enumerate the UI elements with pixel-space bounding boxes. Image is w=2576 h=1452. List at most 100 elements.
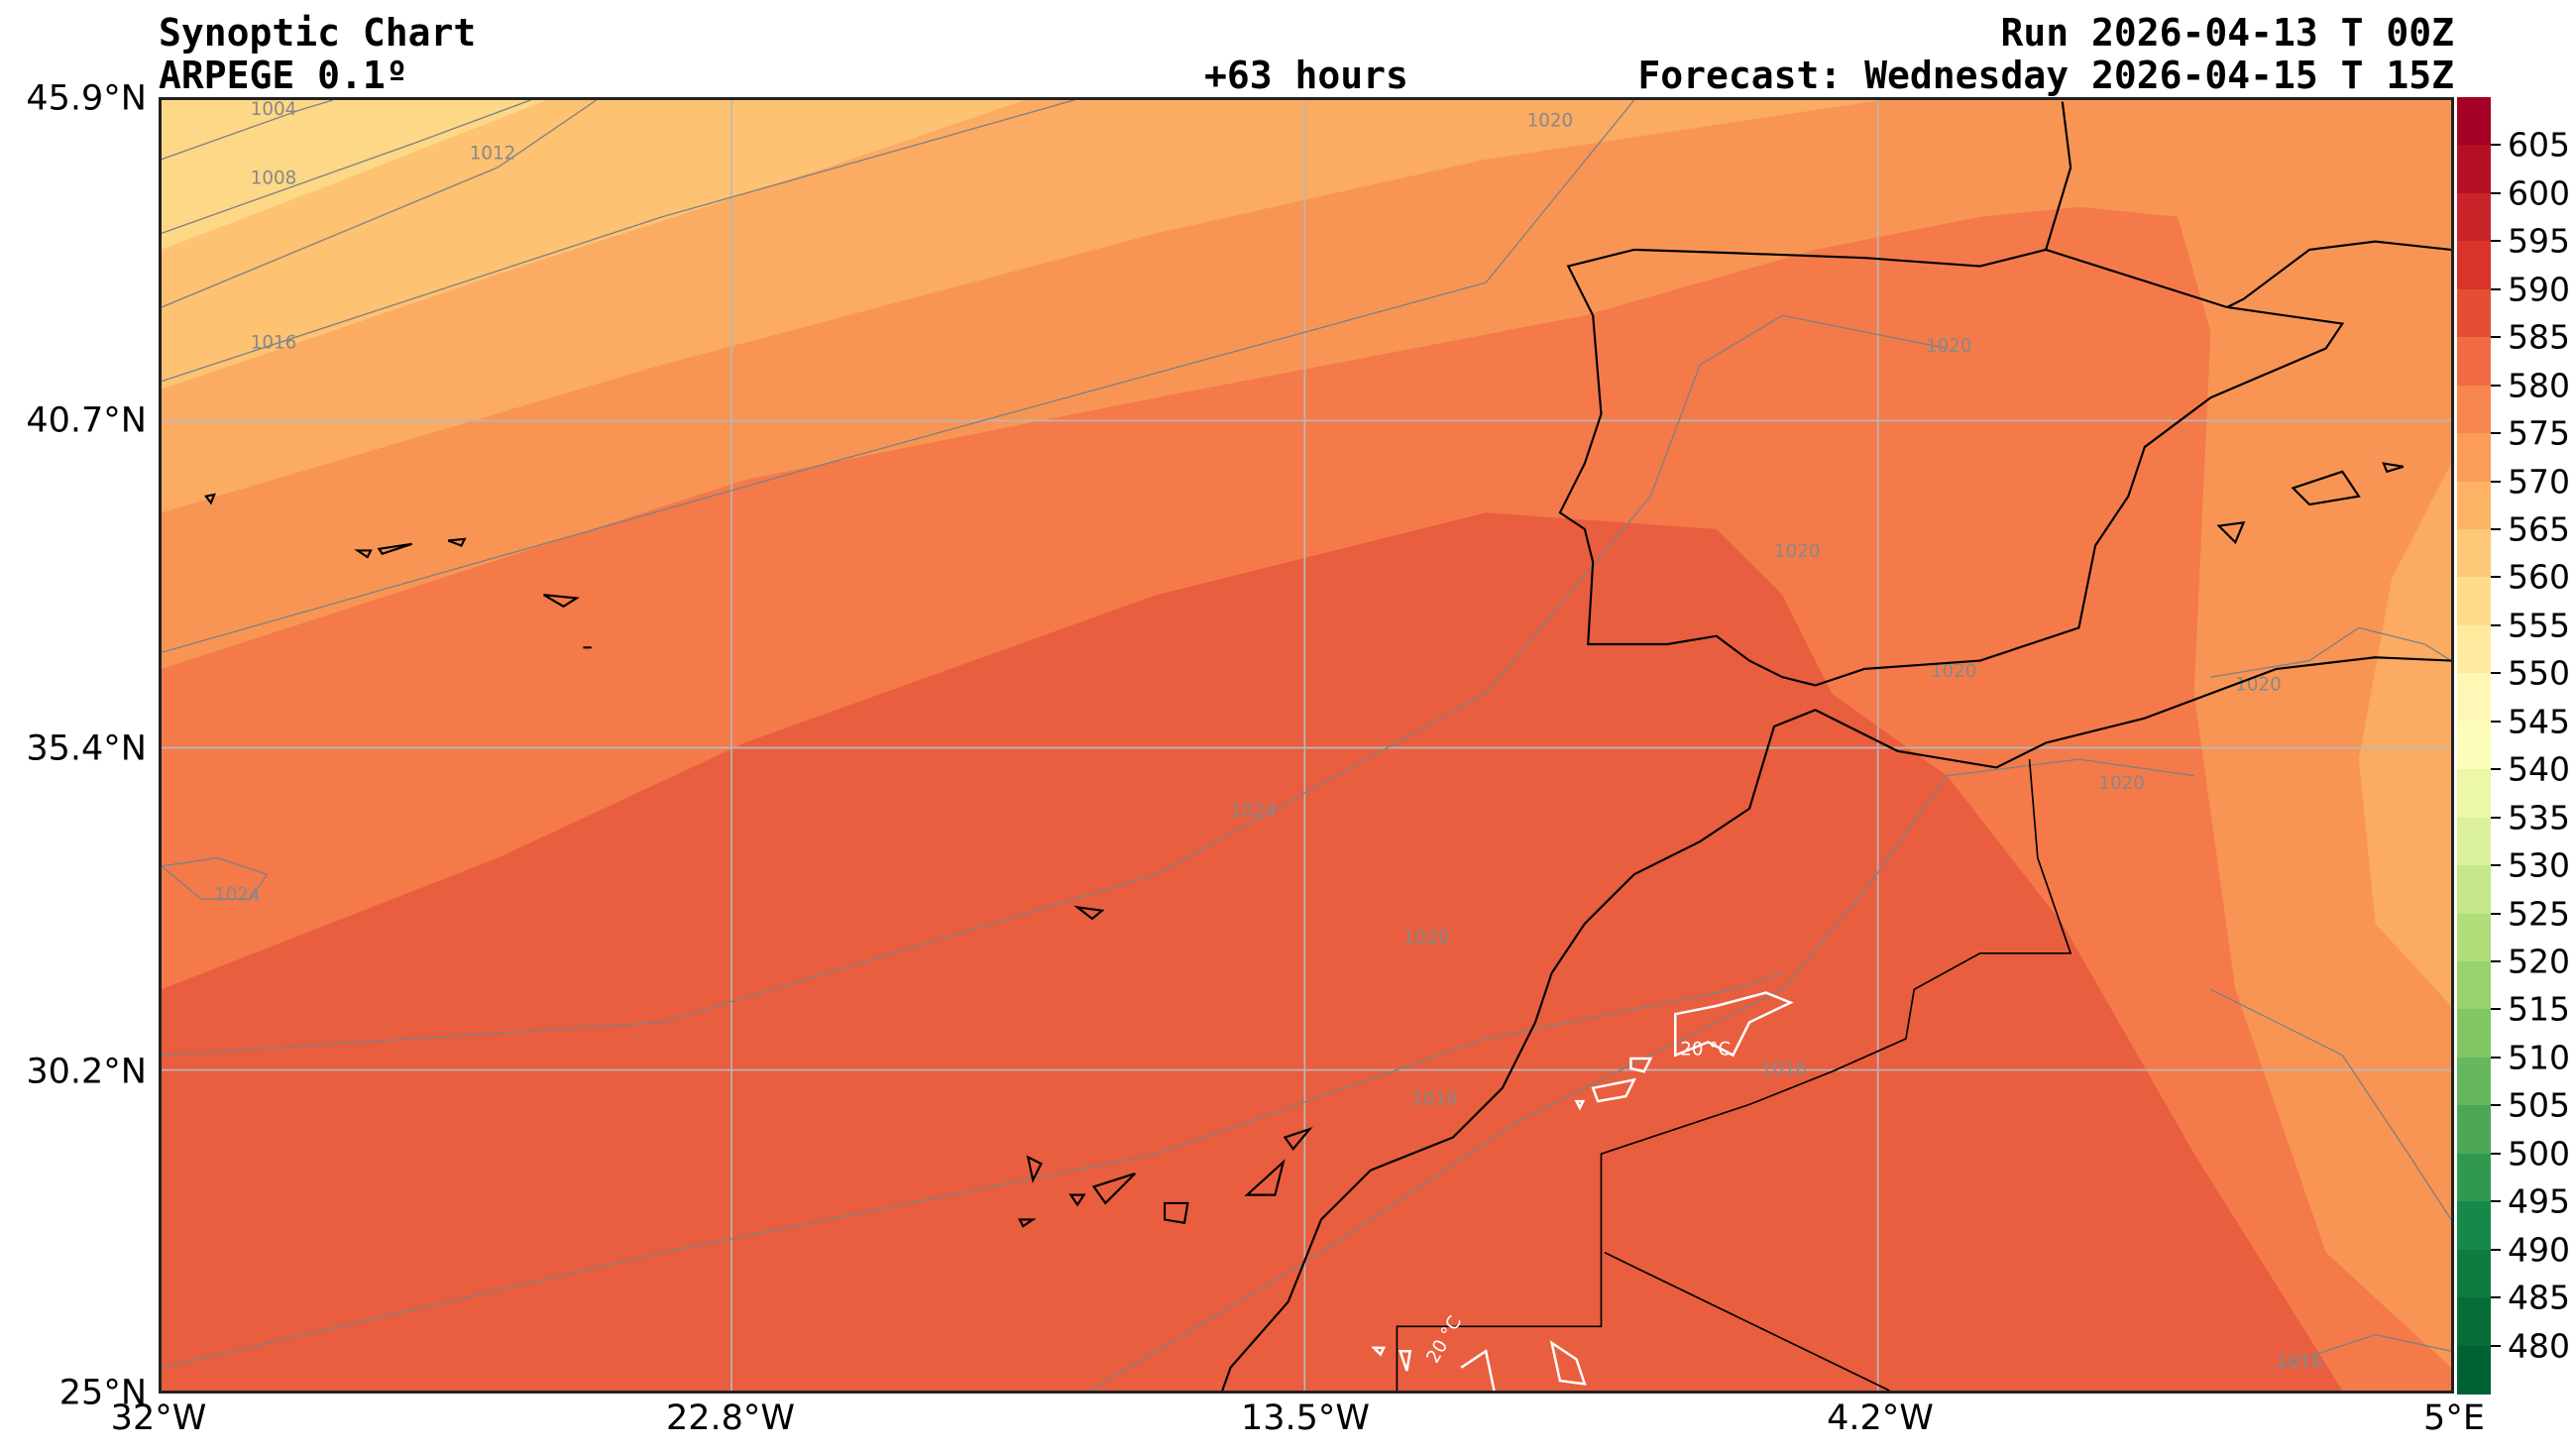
colorbar-tick	[2491, 960, 2501, 962]
band-570	[162, 100, 2451, 1368]
colorbar-band	[2457, 1345, 2491, 1395]
svg-text:1024: 1024	[1231, 801, 1277, 822]
colorbar-band	[2457, 577, 2491, 626]
colorbar-tick	[2491, 287, 2501, 290]
colorbar-band	[2457, 1249, 2491, 1299]
colorbar-band	[2457, 817, 2491, 867]
colorbar-band	[2457, 433, 2491, 483]
colorbar-tick	[2491, 1200, 2501, 1203]
svg-text:1016: 1016	[1411, 1088, 1457, 1109]
colorbar-tick	[2491, 1296, 2501, 1299]
colorbar-label: 605	[2508, 125, 2570, 165]
madeira	[1073, 905, 1105, 921]
colorbar-tick	[2491, 623, 2501, 626]
colorbar-band	[2457, 192, 2491, 243]
svg-text:1020: 1020	[1931, 661, 1976, 682]
colorbar-band	[2457, 337, 2491, 387]
colorbar-band	[2457, 721, 2491, 771]
colorbar-label: 530	[2508, 845, 2570, 885]
colorbar-band	[2457, 624, 2491, 675]
balearics	[2216, 462, 2405, 545]
temperature-label: 20 °C	[1680, 1040, 1731, 1061]
band-560	[162, 100, 1025, 390]
borders	[1396, 759, 2072, 1391]
colorbar-band	[2457, 1057, 2491, 1107]
colorbar-label: 510	[2508, 1038, 2570, 1077]
lat-label: 40.7°N	[26, 400, 147, 441]
colorbar-band	[2457, 481, 2491, 530]
colorbar-label: 595	[2508, 221, 2570, 261]
colorbar-tick	[2491, 240, 2501, 243]
colorbar-tick	[2491, 864, 2501, 867]
colorbar-label: 575	[2508, 413, 2570, 453]
svg-text:1004: 1004	[251, 99, 296, 120]
colorbar-band	[2457, 241, 2491, 290]
colorbar-label: 555	[2508, 606, 2570, 645]
colorbar-band	[2457, 1009, 2491, 1059]
colorbar-band	[2457, 385, 2491, 435]
isobar-labels: 1004 1008 1012 1016 1020 1020 1020 1020 …	[214, 99, 2322, 1373]
france-coast	[2045, 101, 2451, 308]
colorbar-label: 490	[2508, 1230, 2570, 1270]
lat-label: 25°N	[58, 1373, 147, 1413]
colorbar-label: 580	[2508, 366, 2570, 405]
canaries	[1018, 1127, 1313, 1228]
iberia-coast	[1558, 248, 2345, 687]
coastlines	[203, 101, 2451, 1391]
colorbar-tick	[2491, 1344, 2501, 1347]
colorbar-label: 500	[2508, 1134, 2570, 1173]
colorbar-label: 570	[2508, 462, 2570, 502]
colorbar-label: 560	[2508, 557, 2570, 597]
colorbar-band	[2457, 1105, 2491, 1155]
lon-label: 4.2°W	[1827, 1398, 1934, 1438]
colorbar-tick	[2491, 912, 2501, 915]
colorbar-label: 515	[2508, 989, 2570, 1029]
colorbar-band	[2457, 145, 2491, 194]
colorbar-band	[2457, 1201, 2491, 1251]
colorbar-label: 545	[2508, 702, 2570, 741]
svg-text:1008: 1008	[251, 168, 296, 189]
map-plot: 1004 1008 1012 1016 1020 1020 1020 1020 …	[159, 97, 2454, 1394]
geopotential-fill	[162, 100, 2451, 1391]
svg-text:1012: 1012	[470, 144, 515, 165]
colorbar-tick	[2491, 384, 2501, 387]
lon-label: 22.8°W	[665, 1398, 796, 1438]
colorbar-tick	[2491, 816, 2501, 819]
colorbar-label: 525	[2508, 894, 2570, 934]
colorbar-band	[2457, 913, 2491, 962]
colorbar-band	[2457, 673, 2491, 723]
forecast-time: Forecast: Wednesday 2026-04-15 T 15Z	[1637, 54, 2454, 97]
colorbar-tick	[2491, 576, 2501, 579]
colorbar-label: 590	[2508, 270, 2570, 309]
colorbar-label: 485	[2508, 1278, 2570, 1317]
isobars	[162, 100, 2451, 1391]
svg-text:1016: 1016	[251, 332, 296, 353]
colorbar-tick	[2491, 1248, 2501, 1251]
colorbar-tick	[2491, 768, 2501, 771]
lat-label: 35.4°N	[26, 728, 147, 769]
colorbar-label: 495	[2508, 1181, 2570, 1221]
colorbar-tick	[2491, 1152, 2501, 1155]
colorbar-tick	[2491, 144, 2501, 147]
colorbar-tick	[2491, 432, 2501, 435]
colorbar-tick	[2491, 191, 2501, 194]
colorbar-band	[2457, 961, 2491, 1011]
svg-text:1020: 1020	[2098, 773, 2144, 794]
colorbar-tick	[2491, 528, 2501, 530]
model-label: ARPEGE 0.1º	[159, 54, 408, 97]
colorbar-band	[2457, 288, 2491, 339]
colorbar-tick	[2491, 1104, 2501, 1107]
colorbar-tick	[2491, 720, 2501, 723]
band-555	[162, 100, 547, 250]
svg-text:1020: 1020	[2235, 674, 2281, 695]
svg-text:1020: 1020	[1774, 541, 1820, 562]
lon-label: 32°W	[110, 1398, 207, 1438]
band-565-east	[2358, 463, 2451, 1006]
colorbar-band	[2457, 1297, 2491, 1347]
colorbar-label: 540	[2508, 749, 2570, 789]
lat-label: 45.9°N	[26, 78, 147, 119]
colorbar-label: 505	[2508, 1085, 2570, 1125]
svg-text:1020: 1020	[1403, 928, 1449, 949]
svg-text:1020: 1020	[1527, 111, 1573, 132]
colorbar-label: 535	[2508, 798, 2570, 838]
